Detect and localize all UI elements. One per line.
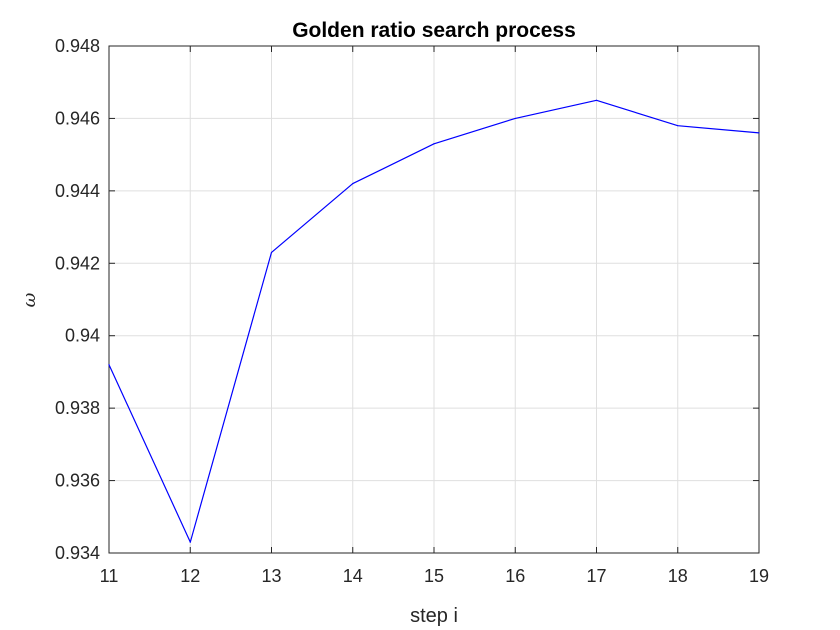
x-tick-label: 17 — [586, 566, 606, 586]
x-tick-label: 16 — [505, 566, 525, 586]
x-tick-label: 19 — [749, 566, 769, 586]
data-point — [270, 251, 273, 254]
data-point — [433, 143, 435, 145]
axis-ticks — [108, 45, 760, 554]
y-tick-label: 0.942 — [55, 253, 100, 273]
x-tick-label: 14 — [343, 566, 363, 586]
y-tick-label: 0.938 — [55, 398, 100, 418]
x-tick-label: 15 — [424, 566, 444, 586]
y-tick-label: 0.948 — [55, 36, 100, 56]
x-axis-label: step i — [410, 605, 458, 627]
y-tick-label: 0.94 — [65, 326, 100, 346]
data-point — [758, 132, 760, 134]
data-point — [595, 99, 598, 101]
y-tick-label: 0.946 — [55, 108, 100, 128]
data-point — [352, 183, 354, 185]
y-tick-label: 0.936 — [55, 471, 100, 491]
y-tick-labels: 0.934 0.936 0.938 0.94 0.942 0.944 0.946 0.948 — [55, 36, 100, 563]
data-point — [514, 117, 516, 120]
data-point — [677, 125, 679, 127]
series-layer — [108, 99, 760, 543]
x-tick-label: 18 — [668, 566, 688, 586]
data-point — [108, 364, 110, 366]
y-tick-label: 0.934 — [55, 543, 100, 563]
x-tick-label: 13 — [261, 566, 281, 586]
grid — [108, 45, 760, 554]
y-axis-label: ω — [19, 292, 40, 307]
x-tick-label: 12 — [180, 566, 200, 586]
y-tick-label: 0.944 — [55, 181, 100, 201]
x-tick-labels: 11 12 13 14 15 16 17 18 19 — [100, 566, 769, 586]
x-tick-label: 11 — [100, 566, 119, 586]
data-point — [189, 541, 191, 543]
chart-title: Golden ratio search process — [292, 19, 576, 42]
